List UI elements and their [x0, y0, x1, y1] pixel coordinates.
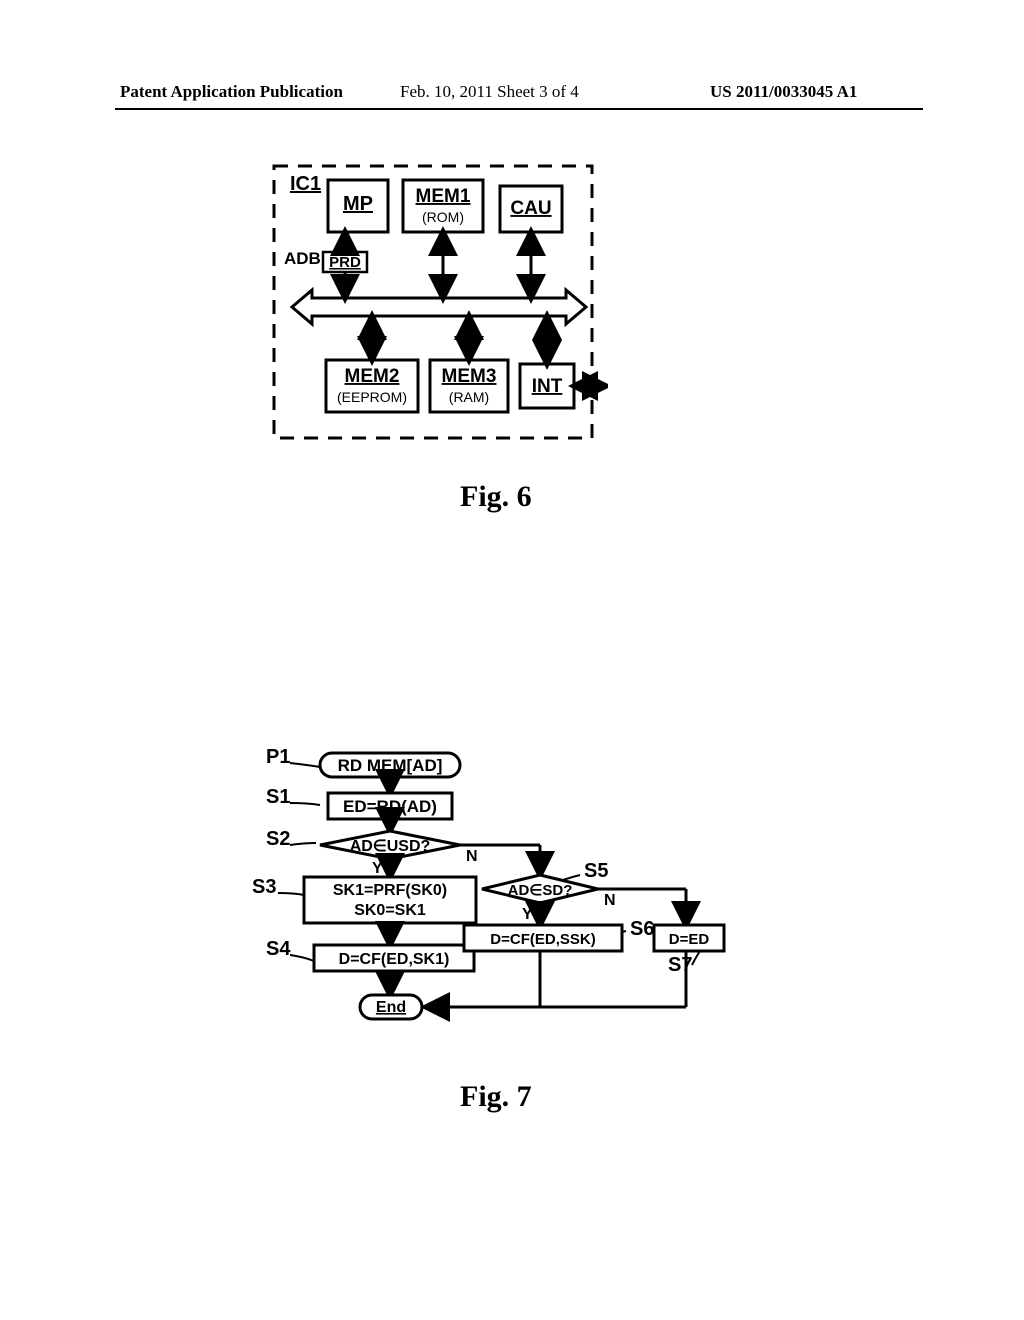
- svg-text:CAU: CAU: [510, 198, 551, 219]
- header-left: Patent Application Publication: [120, 82, 343, 102]
- bus: [292, 290, 586, 324]
- svg-text:Y: Y: [372, 860, 383, 877]
- label-s4: S4: [266, 938, 291, 960]
- block-mp: MP: [328, 180, 388, 232]
- header-rule: [115, 108, 923, 110]
- svg-text:Y: Y: [522, 906, 533, 923]
- label-s7: S7: [668, 954, 692, 976]
- svg-text:(RAM): (RAM): [449, 389, 489, 405]
- figure-6: IC1 MP MEM1 (ROM) CAU ADB PRD MEM2 (EEPR…: [268, 160, 598, 445]
- svg-text:ED=RD(AD): ED=RD(AD): [343, 797, 437, 816]
- label-s6: S6: [630, 918, 654, 940]
- svg-text:RD MEM[AD]: RD MEM[AD]: [338, 756, 443, 775]
- figure-6-caption: Fig. 6: [460, 480, 532, 514]
- svg-text:SK0=SK1: SK0=SK1: [354, 902, 426, 919]
- svg-text:MEM2: MEM2: [345, 366, 400, 387]
- svg-text:D=ED: D=ED: [669, 931, 710, 948]
- figure-7-caption: Fig. 7: [460, 1080, 532, 1114]
- label-s3: S3: [252, 876, 276, 898]
- svg-text:N: N: [604, 892, 616, 909]
- svg-text:AD∈USD?: AD∈USD?: [350, 838, 431, 855]
- label-p1: P1: [266, 746, 290, 768]
- block-mem1: MEM1 (ROM): [403, 180, 483, 232]
- block-mem3: MEM3 (RAM): [430, 360, 508, 412]
- svg-text:N: N: [466, 848, 478, 865]
- label-s1: S1: [266, 786, 290, 808]
- svg-text:D=CF(ED,SK1): D=CF(ED,SK1): [339, 951, 450, 968]
- block-mem2: MEM2 (EEPROM): [326, 360, 418, 412]
- svg-text:MP: MP: [343, 193, 373, 215]
- svg-text:End: End: [376, 999, 406, 1016]
- svg-text:MEM1: MEM1: [416, 186, 471, 207]
- svg-text:SK1=PRF(SK0): SK1=PRF(SK0): [333, 882, 447, 899]
- header-center: Feb. 10, 2011 Sheet 3 of 4: [400, 82, 579, 102]
- ic1-label: IC1: [290, 173, 321, 195]
- svg-text:MEM3: MEM3: [442, 366, 497, 387]
- figure-7: P1 S1 S2 S3 S4 S5 S6 S7 RD MEM[AD] ED=RD…: [238, 745, 738, 1045]
- svg-text:INT: INT: [532, 376, 563, 397]
- svg-text:PRD: PRD: [329, 254, 361, 271]
- block-int: INT: [520, 364, 574, 408]
- svg-text:AD∈SD?: AD∈SD?: [508, 882, 573, 899]
- svg-text:(ROM): (ROM): [422, 209, 464, 225]
- label-s5: S5: [584, 860, 608, 882]
- svg-text:(EEPROM): (EEPROM): [337, 389, 407, 405]
- label-s2: S2: [266, 828, 290, 850]
- header-right: US 2011/0033045 A1: [710, 82, 857, 102]
- block-cau: CAU: [500, 186, 562, 232]
- adb-label: ADB: [284, 249, 321, 268]
- svg-text:D=CF(ED,SSK): D=CF(ED,SSK): [490, 931, 595, 948]
